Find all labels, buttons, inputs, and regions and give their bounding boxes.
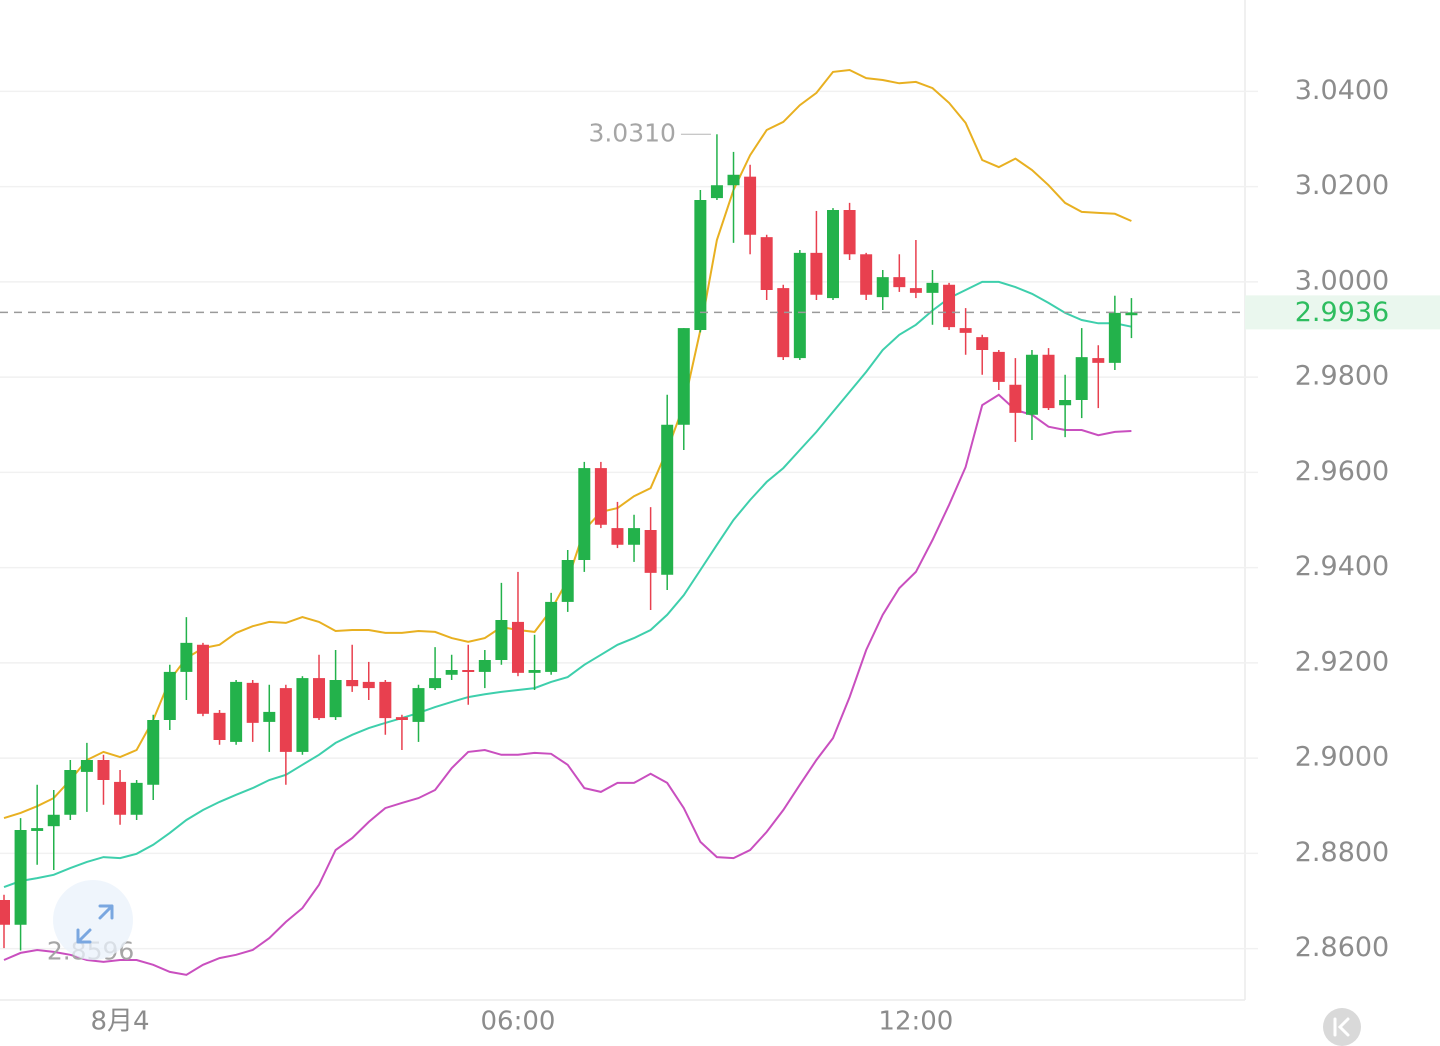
candle-body xyxy=(760,237,773,290)
candle-body xyxy=(710,185,723,199)
candle-body xyxy=(64,770,77,815)
candle-body xyxy=(1059,400,1072,406)
candle-body xyxy=(47,814,60,827)
candle-body xyxy=(992,351,1005,382)
candle-body xyxy=(0,900,10,925)
grid xyxy=(0,90,1258,950)
y-tick-label: 2.9600 xyxy=(1295,456,1389,487)
candle-body xyxy=(827,210,839,299)
y-tick-label: 3.0000 xyxy=(1295,265,1389,296)
candle-body xyxy=(230,681,243,742)
band-line xyxy=(3,393,1132,976)
candle-body xyxy=(893,277,906,288)
candle-body xyxy=(313,678,326,719)
candle-body xyxy=(1025,354,1038,415)
candle-body xyxy=(1042,354,1055,409)
candle-body xyxy=(412,688,425,722)
candle-body xyxy=(163,671,176,720)
candle-body xyxy=(114,781,127,815)
y-tick-label: 3.0200 xyxy=(1295,170,1389,201)
expand-button[interactable] xyxy=(53,880,133,960)
candle-body xyxy=(130,782,143,815)
candle-body xyxy=(876,277,889,298)
candle-body xyxy=(180,642,193,672)
candle-body xyxy=(296,678,309,752)
candle-body xyxy=(744,176,757,235)
candle-body xyxy=(860,254,873,295)
candle-body xyxy=(644,530,657,573)
candle-body xyxy=(511,621,524,673)
scroll-latest-button[interactable] xyxy=(1323,1008,1361,1046)
last-price-tag xyxy=(1245,295,1440,330)
candle-body xyxy=(213,712,226,740)
candle-body xyxy=(1092,358,1105,363)
candle-body xyxy=(362,681,375,689)
x-tick-label: 12:00 xyxy=(878,1007,953,1037)
candle-body xyxy=(263,711,276,722)
y-tick-label: 2.9800 xyxy=(1295,361,1389,392)
candle-body xyxy=(976,337,989,350)
candle-body xyxy=(1125,312,1138,316)
candle-body xyxy=(445,670,458,675)
y-tick-label: 2.9400 xyxy=(1295,551,1389,582)
y-tick-label: 2.8600 xyxy=(1295,932,1389,963)
candle-body xyxy=(478,660,491,672)
candle-body xyxy=(346,680,359,687)
candle-body xyxy=(628,528,641,545)
candle-body xyxy=(611,528,624,545)
candle-body xyxy=(246,682,259,723)
candle-body xyxy=(561,560,574,602)
y-tick-label: 2.8800 xyxy=(1295,837,1389,868)
candle-body xyxy=(677,328,690,425)
candle-body xyxy=(1075,357,1088,400)
expand-icon[interactable] xyxy=(76,904,114,944)
candle-body xyxy=(196,644,209,714)
candle-body xyxy=(727,174,740,186)
x-tick-label: 06:00 xyxy=(481,1007,556,1037)
candle-body xyxy=(694,200,707,330)
y-tick-label: 2.9000 xyxy=(1295,742,1389,773)
candle-body xyxy=(793,252,806,359)
candle-body xyxy=(959,328,972,333)
candle-body xyxy=(495,620,508,660)
candle-body xyxy=(777,288,790,358)
candle-body xyxy=(594,468,607,525)
candle-body xyxy=(943,284,956,328)
candle-body xyxy=(843,210,856,255)
candle-body xyxy=(395,717,408,720)
candle-body xyxy=(810,252,823,295)
candle-body xyxy=(462,670,475,672)
x-tick-label: 8月4 xyxy=(91,1007,150,1037)
candle-body xyxy=(329,680,342,718)
candle-body xyxy=(31,828,44,831)
candle-body xyxy=(528,670,541,673)
high-label: 3.0310 xyxy=(588,118,675,147)
candle-body xyxy=(926,282,939,293)
scroll-latest-icon[interactable] xyxy=(1333,1017,1350,1037)
y-tick-label: 2.9200 xyxy=(1295,646,1389,677)
candle-body xyxy=(1108,312,1121,363)
candle-body xyxy=(1009,384,1022,413)
candle-body xyxy=(429,678,442,689)
candle-body xyxy=(379,681,392,719)
last-price-label: 2.9936 xyxy=(1295,297,1389,328)
expand-button-bg[interactable] xyxy=(53,880,133,960)
candle-body xyxy=(578,468,591,560)
y-tick-label: 3.0400 xyxy=(1295,75,1389,106)
candles xyxy=(0,134,1138,951)
candle-body xyxy=(909,288,922,293)
candle-body xyxy=(279,688,292,752)
candle-body xyxy=(97,760,110,780)
candle-body xyxy=(661,424,674,575)
candle-body xyxy=(80,760,93,772)
candle-body xyxy=(545,601,558,672)
candle-body xyxy=(14,830,27,925)
candle-body xyxy=(147,720,160,785)
